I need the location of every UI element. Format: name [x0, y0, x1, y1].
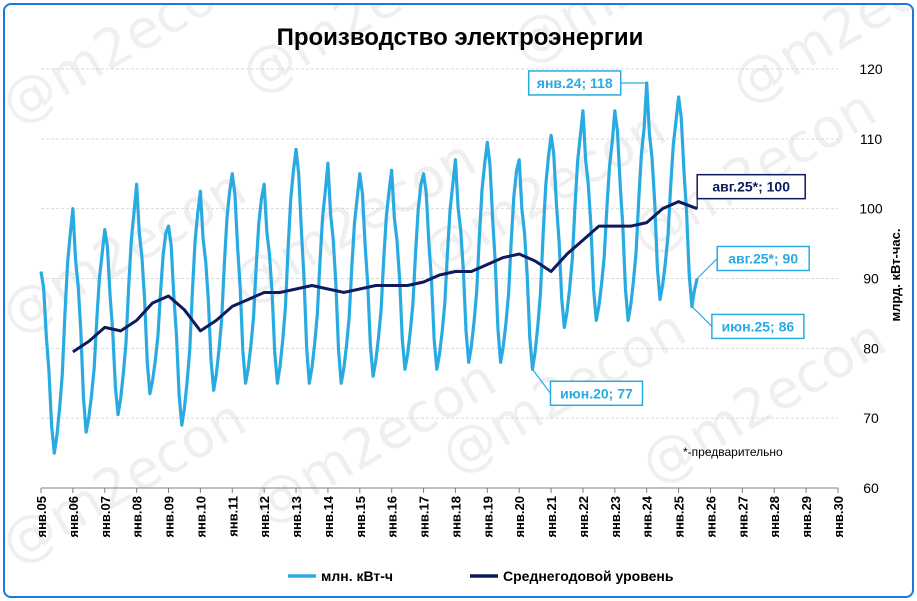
- x-tick-label: янв.05: [34, 496, 49, 538]
- y-tick-label: 70: [863, 410, 879, 426]
- x-tick-label: янв.29: [799, 496, 814, 538]
- annotation-label: авг.25*; 100: [712, 179, 790, 195]
- annotation-box: [549, 380, 644, 407]
- x-tick-label: янв.18: [448, 496, 463, 538]
- x-tick-label: янв.28: [767, 496, 782, 538]
- x-tick-label: янв.11: [225, 496, 240, 537]
- x-tick-label: янв.06: [66, 496, 81, 538]
- x-axis-ticks: янв.05 янв.06 янв.07 янв.08 янв.09 янв.10 янв.…: [34, 488, 846, 538]
- x-tick-label: янв.10: [193, 496, 208, 538]
- annotations-layer: янв.24; 118 авг.25*; 100 авг.25*; 90 июн.25…: [527, 70, 810, 407]
- annotation-leader: [691, 306, 713, 327]
- annotation-leader: [532, 368, 551, 394]
- y-tick-label: 80: [863, 340, 879, 356]
- x-tick-label: янв.12: [257, 496, 272, 538]
- annotation-label: авг.25*; 90: [728, 251, 798, 267]
- series-layer: [39, 81, 699, 455]
- y-tick-label: 110: [860, 131, 883, 147]
- x-tick-label: янв.08: [130, 496, 145, 538]
- x-tick-label: янв.21: [544, 496, 559, 538]
- x-tick-label: янв.26: [703, 496, 718, 538]
- annotation-label: июн.25; 86: [722, 318, 795, 334]
- watermark: @m2econ: [230, 5, 496, 106]
- y-tick-label: 100: [859, 201, 883, 217]
- footnote: *-предварительно: [683, 445, 783, 459]
- chart-frame: @m2econ @m2econ @m2econ @m2econ @m2econ @m2ec…: [3, 3, 914, 598]
- x-tick-label: янв.19: [480, 496, 495, 538]
- legend: млн. кВт-ч Среднегодовой уровень: [288, 568, 674, 584]
- y-axis-label: млрд. кВт-час.: [888, 228, 903, 321]
- y-tick-label: 60: [863, 480, 879, 496]
- chart-title: Производство электроэнергии: [277, 24, 644, 51]
- annotation-leader: [696, 258, 718, 279]
- x-tick-label: янв.07: [98, 496, 113, 538]
- chart: @m2econ@m2econ @m2econ@m2econ@m2econ@m2ec…: [5, 5, 912, 584]
- annotation-box: [696, 173, 806, 200]
- annotation-box: [716, 245, 810, 272]
- x-tick-label: янв.20: [512, 496, 527, 538]
- y-axis-ticks: 60 70 80 90 100 110 120: [859, 61, 883, 496]
- annotation-box: [527, 70, 622, 96]
- y-tick-label: 120: [859, 61, 883, 77]
- x-tick-label: янв.23: [608, 496, 623, 538]
- annotation-label: июн.20; 77: [560, 385, 633, 401]
- x-tick-label: янв.16: [385, 496, 400, 538]
- x-tick-label: янв.30: [831, 496, 846, 538]
- x-tick-label: янв.27: [735, 496, 750, 538]
- annotation-label: янв.24; 118: [537, 75, 613, 91]
- y-tick-label: 90: [863, 271, 879, 287]
- annotation-box: [711, 313, 805, 340]
- x-tick-label: янв.13: [289, 496, 304, 538]
- x-tick-label: янв.25: [672, 496, 687, 538]
- x-tick-label: янв.14: [321, 495, 336, 537]
- watermark-layer: @m2econ@m2econ @m2econ@m2econ@m2econ@m2ec…: [5, 5, 912, 576]
- x-tick-label: янв.09: [162, 496, 177, 538]
- legend-label: млн. кВт-ч: [321, 568, 393, 584]
- series-line-production: [39, 81, 699, 455]
- series-line-annual-average: [72, 200, 698, 354]
- watermark: @m2econ: [5, 5, 256, 136]
- x-tick-label: янв.15: [353, 496, 368, 538]
- x-tick-label: янв.17: [417, 496, 432, 538]
- legend-label: Среднегодовой уровень: [503, 568, 674, 584]
- x-tick-label: янв.22: [576, 496, 591, 538]
- x-tick-label: янв.24: [640, 495, 655, 537]
- watermark: @m2econ: [5, 386, 256, 576]
